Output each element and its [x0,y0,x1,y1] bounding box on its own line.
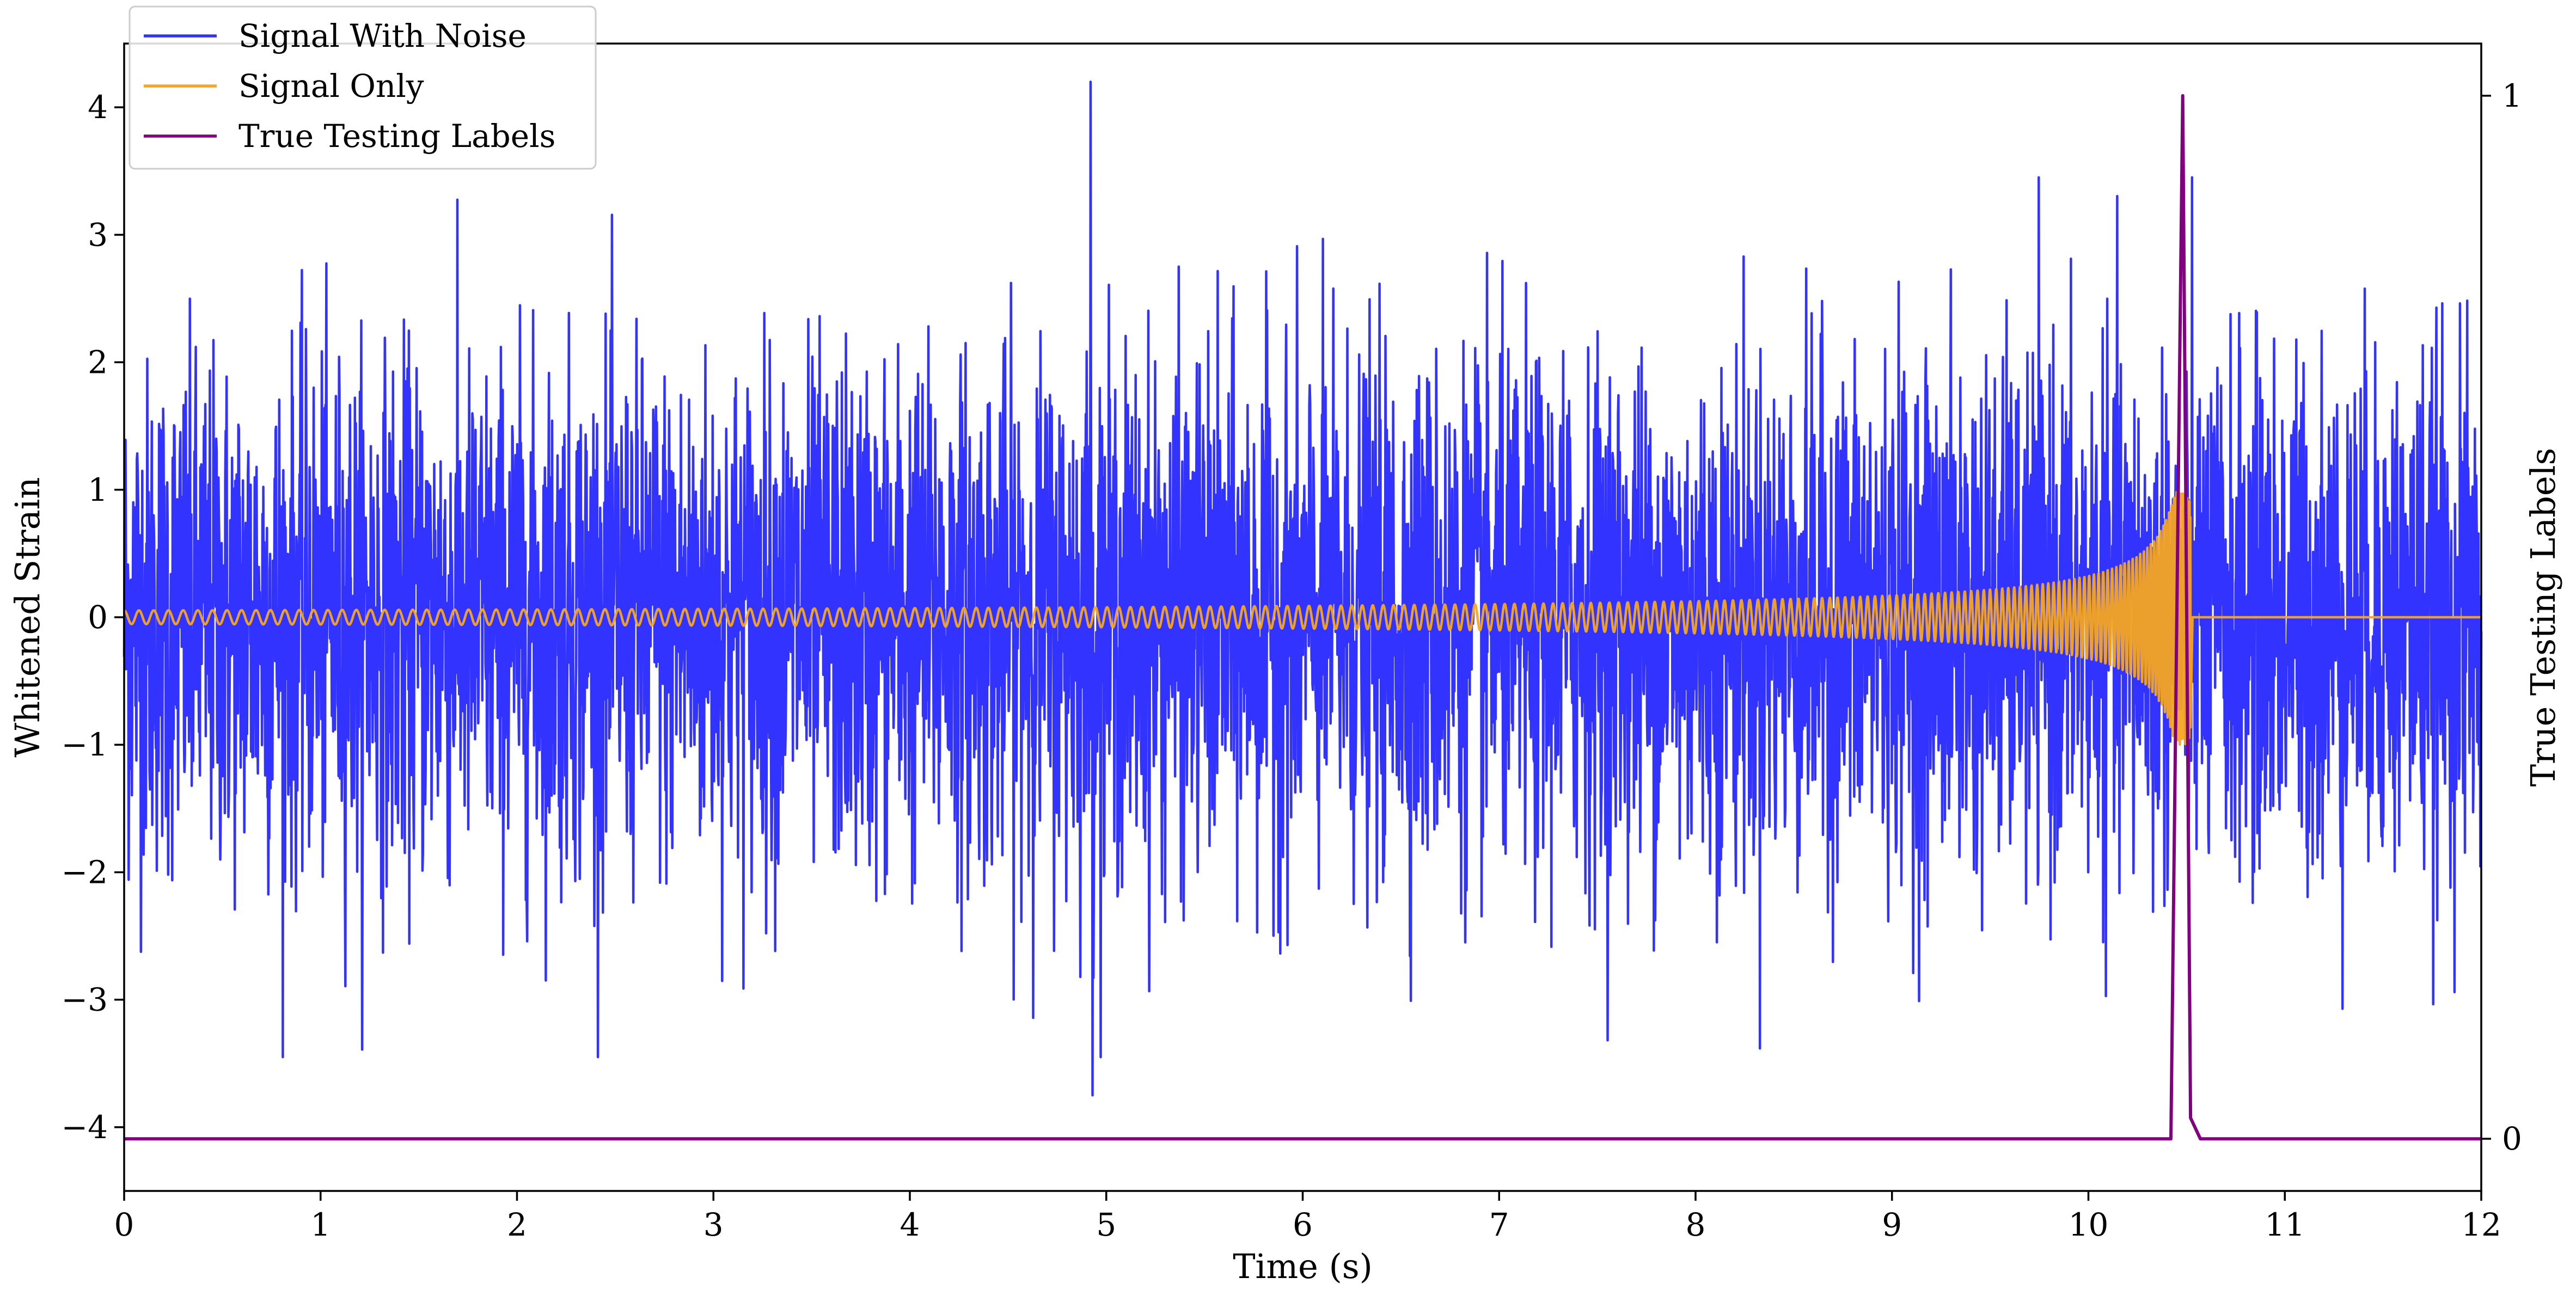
right-y-tick-label: 1 [2502,77,2522,114]
x-tick-label: 9 [1882,1206,1902,1243]
x-tick-label: 4 [900,1206,920,1243]
left-y-tick-label: −1 [62,726,108,763]
left-y-tick-label: 3 [88,216,108,253]
left-y-axis-ticks: −4 −3 −2 −1 0 1 2 3 4 [62,89,124,1146]
x-tick-label: 8 [1686,1206,1706,1243]
left-y-tick-label: 2 [88,344,108,381]
left-y-tick-label: −3 [62,981,108,1018]
x-tick-label: 0 [114,1206,134,1243]
left-y-tick-label: 4 [88,89,108,126]
legend-box [129,5,597,170]
right-y-tick-label: 0 [2502,1120,2522,1157]
x-axis-ticks: 0 1 2 3 4 5 6 7 8 9 10 11 12 [114,1191,2501,1243]
legend: Signal With Noise Signal Only True Testing… [129,5,597,170]
legend-entry-label: True Testing Labels [238,118,555,155]
x-tick-label: 1 [310,1206,331,1243]
series-true-testing-labels [124,94,2481,1141]
left-y-tick-label: −4 [62,1109,108,1146]
legend-entry-label: Signal With Noise [238,17,527,54]
x-tick-label: 2 [507,1206,527,1243]
left-y-tick-label: 1 [88,471,108,508]
x-tick-label: 5 [1096,1206,1116,1243]
x-axis-label: Time (s) [1233,1246,1373,1286]
right-y-axis-ticks: 01 [2481,77,2522,1157]
left-y-tick-label: 0 [88,599,108,636]
x-tick-label: 6 [1293,1206,1313,1243]
left-y-tick-label: −2 [62,853,108,890]
x-tick-label: 12 [2461,1206,2501,1243]
x-tick-label: 11 [2265,1206,2305,1243]
plot-series [123,81,2483,1141]
left-y-axis-label: Whitened Strain [8,477,47,758]
series-signal-with-noise [123,81,2483,1097]
x-tick-label: 10 [2069,1206,2109,1243]
x-tick-label: 3 [703,1206,724,1243]
series-signal-only [123,490,2481,746]
right-y-axis-label: True Testing Labels [2523,448,2563,787]
x-tick-label: 7 [1489,1206,1509,1243]
legend-entry-label: Signal Only [238,67,424,105]
